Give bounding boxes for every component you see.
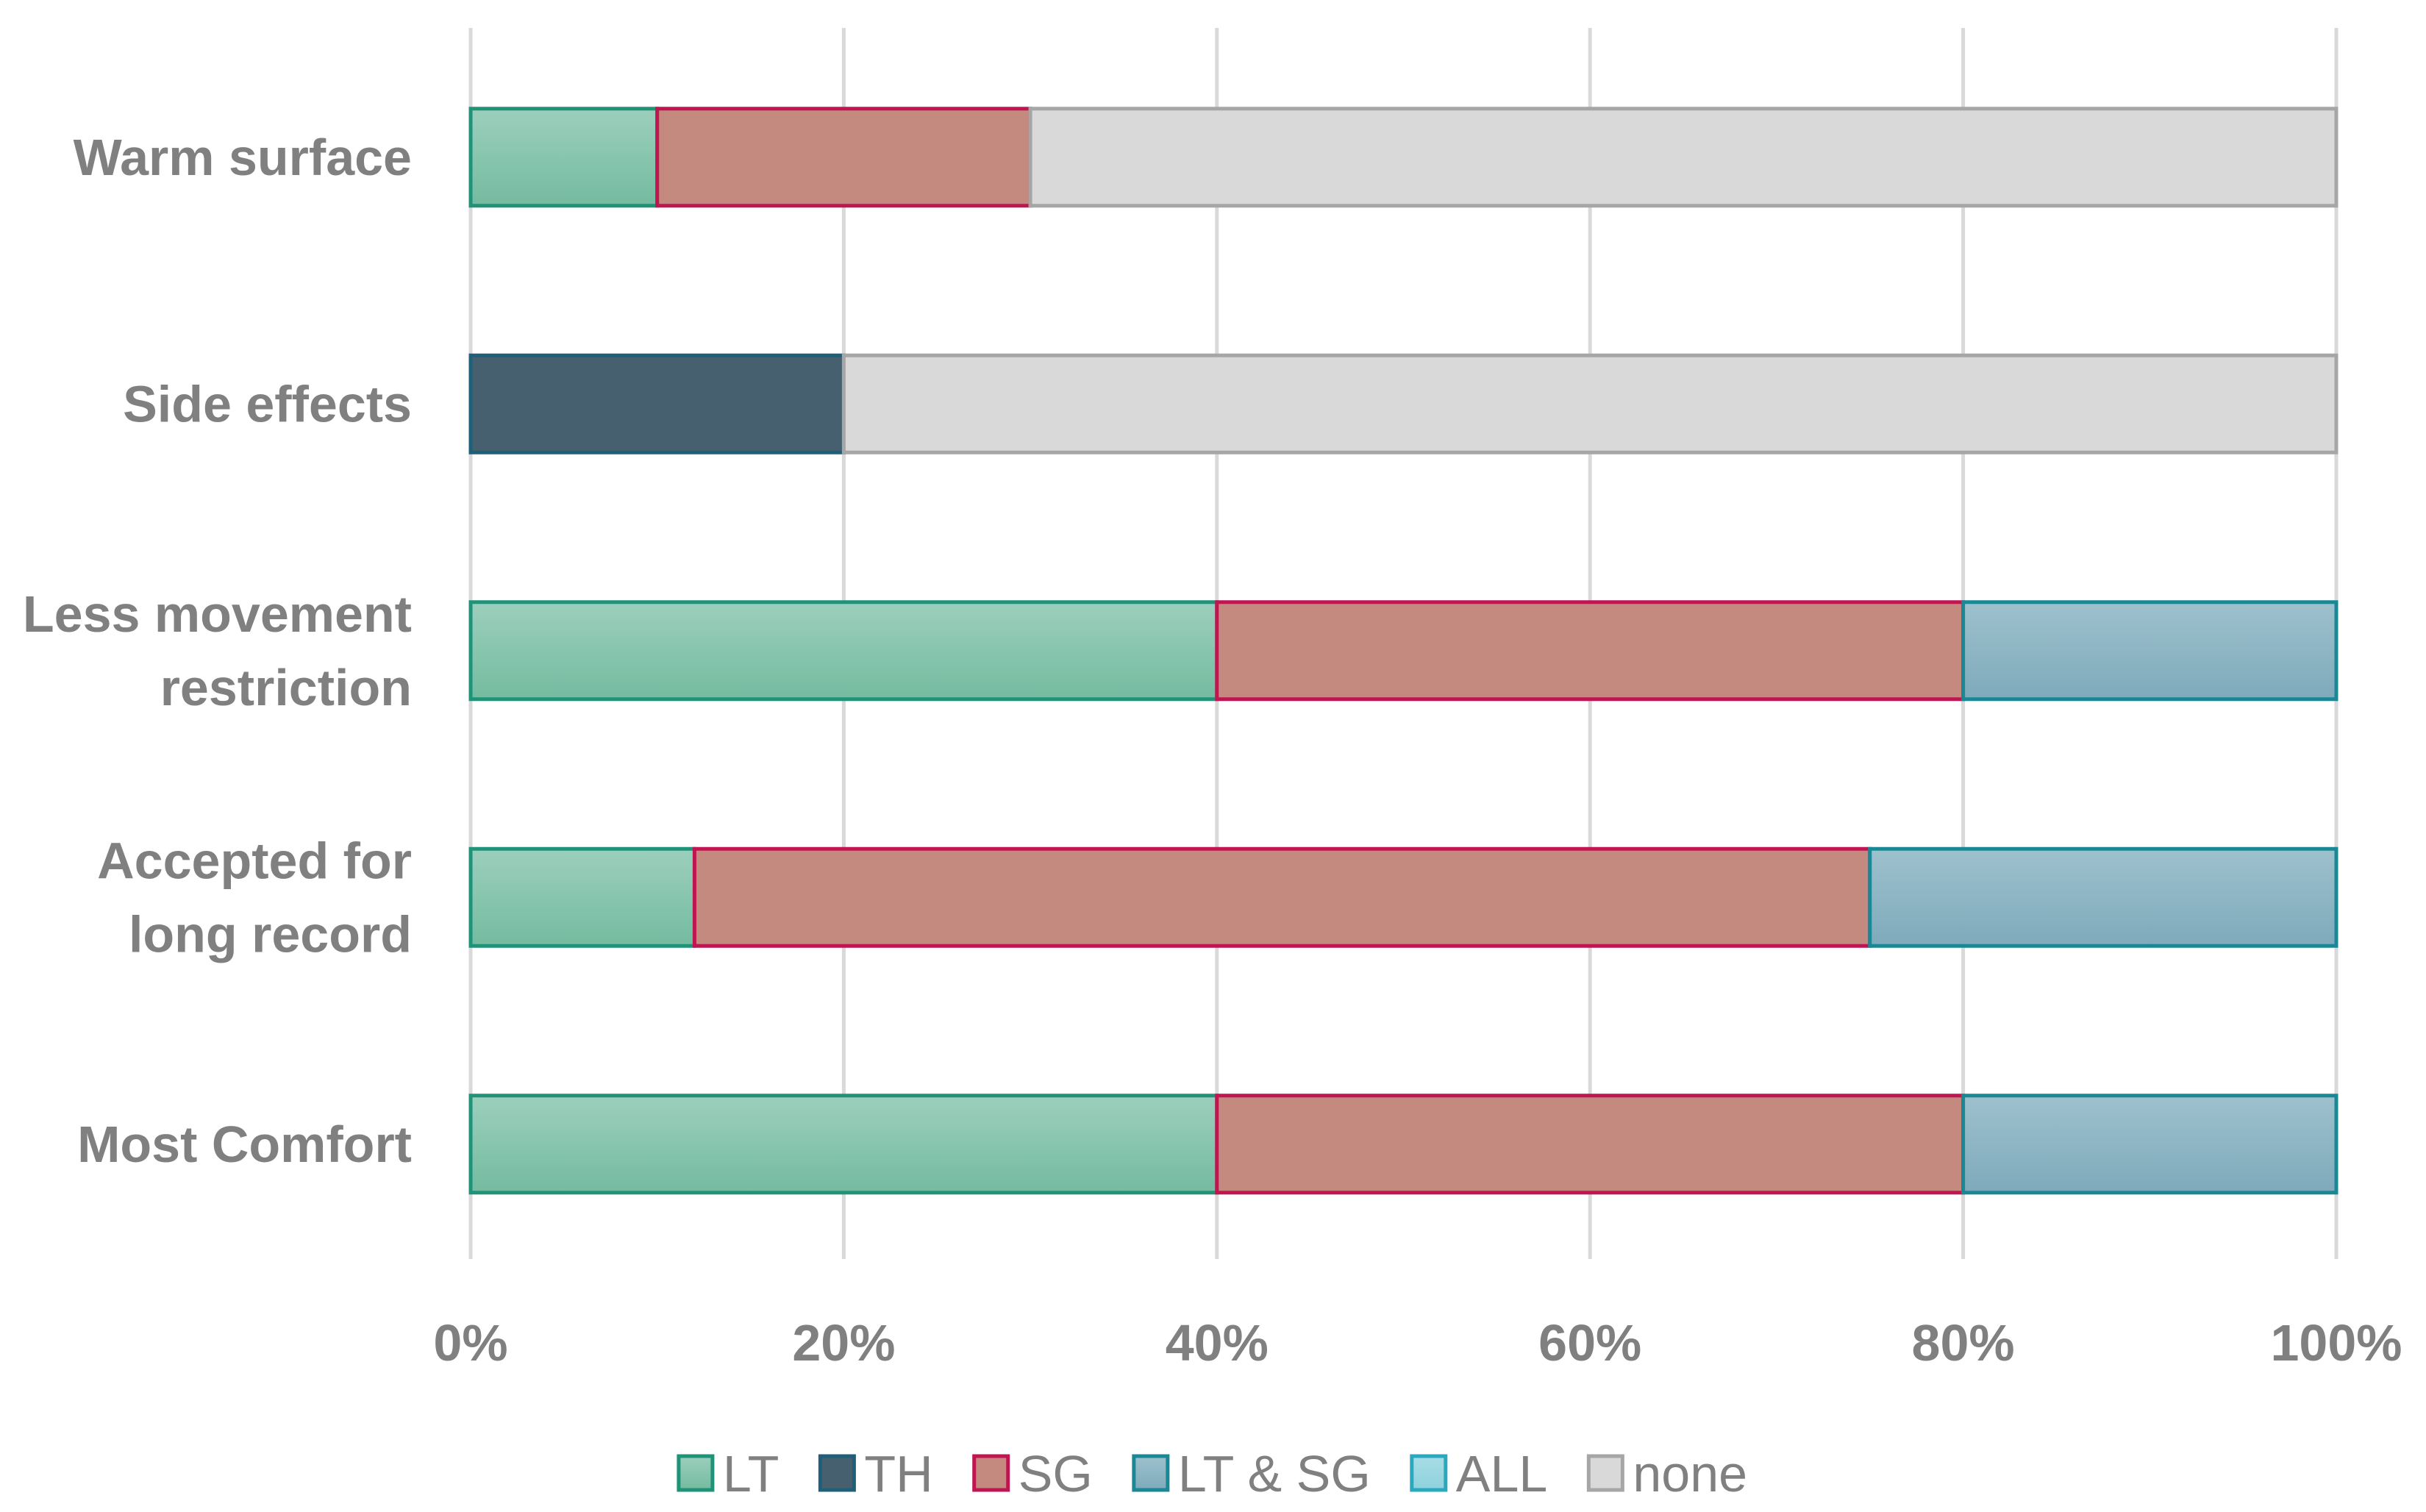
category-label-warm-surface: Warm surface (74, 129, 412, 186)
bar-accepted-for-long-record-lt (468, 846, 696, 948)
bars (468, 107, 2338, 1195)
legend-swatch-none (1586, 1454, 1624, 1492)
bar-less-movement-restriction-lt-and-sg (1961, 600, 2338, 702)
x-tick-label-60: 60% (1538, 1314, 1641, 1372)
legend-item-lt-and-sg: LT & SG (1132, 1445, 1371, 1502)
x-tick-label-100: 100% (2270, 1314, 2402, 1372)
bar-most-comfort-lt (468, 1094, 1219, 1195)
legend-swatch-lt (677, 1454, 715, 1492)
legend-label-th: TH (864, 1445, 932, 1502)
bar-most-comfort-sg (1215, 1094, 1966, 1195)
legend: LT TH SG LT & SG ALL none (677, 1445, 1747, 1502)
category-labels: Warm surface Side effects Less movement res… (23, 129, 412, 1173)
legend-item-sg: SG (972, 1445, 1093, 1502)
bar-warm-surface-sg (655, 107, 1032, 208)
bar-side-effects-none (841, 353, 2338, 454)
legend-swatch-sg (972, 1454, 1010, 1492)
x-tick-label-0: 0% (433, 1314, 507, 1372)
bar-side-effects-th (468, 353, 846, 454)
x-tick-label-20: 20% (792, 1314, 895, 1372)
legend-swatch-th (818, 1454, 856, 1492)
legend-item-th: TH (818, 1445, 933, 1502)
legend-label-lt-and-sg: LT & SG (1178, 1445, 1371, 1502)
category-label-accepted-for-long-record: Accepted for long record (97, 832, 412, 963)
bar-less-movement-restriction-lt (468, 600, 1219, 702)
legend-item-none: none (1586, 1445, 1747, 1502)
bar-warm-surface-lt (468, 107, 660, 208)
bar-accepted-for-long-record-lt-and-sg (1868, 846, 2338, 948)
category-label-most-comfort: Most Comfort (77, 1116, 412, 1173)
legend-swatch-lt-and-sg (1132, 1454, 1170, 1492)
legend-label-lt: LT (723, 1445, 779, 1502)
legend-label-sg: SG (1018, 1445, 1093, 1502)
bar-accepted-for-long-record-sg (692, 846, 1872, 948)
category-label-side-effects: Side effects (123, 375, 412, 432)
legend-label-none: none (1633, 1445, 1747, 1502)
bar-most-comfort-lt-and-sg (1961, 1094, 2338, 1195)
legend-swatch-all (1410, 1454, 1448, 1492)
x-tick-labels: 0% 20% 40% 60% 80% 100% (433, 1314, 2402, 1372)
x-tick-label-80: 80% (1912, 1314, 2015, 1372)
legend-label-all: ALL (1456, 1445, 1548, 1502)
legend-item-lt: LT (677, 1445, 779, 1502)
category-label-less-movement-restriction: Less movement restriction (23, 585, 412, 716)
x-tick-label-40: 40% (1166, 1314, 1269, 1372)
legend-item-all: ALL (1410, 1445, 1548, 1502)
bar-warm-surface-none (1028, 107, 2338, 208)
bar-less-movement-restriction-sg (1215, 600, 1966, 702)
